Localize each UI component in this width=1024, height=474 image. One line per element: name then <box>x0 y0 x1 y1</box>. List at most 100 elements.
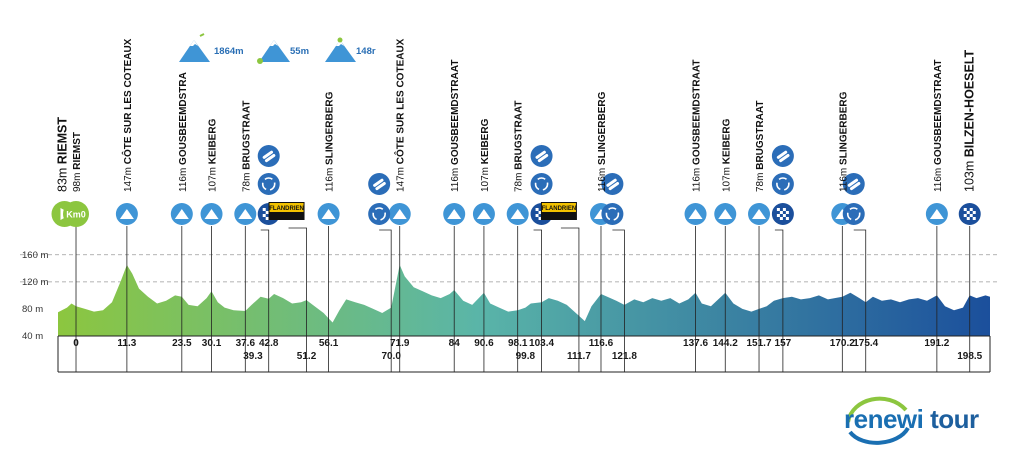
climb-name: GOUSBEEMDSTRAAT <box>933 60 944 165</box>
climb-elevation: 78m <box>514 170 525 192</box>
km0-icon: Km0 <box>63 201 90 227</box>
climb-label: 116m GOUSBEEMDSTRA <box>178 72 189 192</box>
x-tick-labels: 011.323.530.137.642.856.171.98490.698.11… <box>73 338 982 362</box>
marker-icons: Km0 FLANDRIEN FLANDRIEN <box>51 145 981 227</box>
recycle-icon <box>257 173 280 195</box>
km0-text: Km0 <box>66 210 86 220</box>
climb-label: 107m KEIBERG <box>721 118 732 192</box>
climb-elevation: 116m <box>597 165 608 192</box>
mountain-icon <box>170 203 193 225</box>
climb-label: 98m RIEMST <box>72 132 83 192</box>
climb-elevation: 116m <box>325 165 336 192</box>
climb-label: 78m BRUGSTRAAT <box>755 101 766 193</box>
km-label: 99.8 <box>516 351 536 362</box>
mountain-icon <box>388 203 411 225</box>
climb-label: 147m CÔTE SUR LES COTEAUX <box>121 38 134 192</box>
marker-stems <box>75 226 971 372</box>
marker-stem <box>612 229 625 372</box>
feed-icon <box>368 173 391 195</box>
mountain-icon <box>925 203 948 225</box>
elevation-area <box>58 264 990 336</box>
climb-elevation: 116m <box>692 165 703 192</box>
marker-stem <box>533 229 542 372</box>
recycle-icon <box>368 203 391 225</box>
mountain-icon <box>115 203 138 225</box>
km-label: 39.3 <box>243 351 263 362</box>
climb-elevation: 107m <box>208 164 219 192</box>
y-tick-label: 80 m <box>22 304 43 315</box>
climb-label: 78m BRUGSTRAAT <box>514 101 525 193</box>
climb-elevation: 103m <box>963 157 977 192</box>
mountain-flag-icon <box>179 33 210 62</box>
logo-text: renewi tour <box>844 404 979 435</box>
mountain-icon <box>200 203 223 225</box>
marker-stem <box>774 229 784 372</box>
climb-elevation: 78m <box>755 170 766 192</box>
climb-elevation: 107m <box>721 164 732 192</box>
mountain-icon <box>714 203 737 225</box>
mountain-icon <box>506 203 529 225</box>
climb-name: KEIBERG <box>721 118 732 164</box>
climb-name: GOUSBEEMDSTRA <box>178 72 189 165</box>
climb-label: 116m GOUSBEEMDSTRAAT <box>450 60 461 192</box>
climb-name: SLINGERBERG <box>838 91 849 165</box>
recycle-icon <box>601 203 624 225</box>
climb-name: RIEMST <box>56 117 70 165</box>
climb-label: 103m BILZEN-HOESELT <box>963 49 977 192</box>
logo-swoosh-icon <box>846 396 910 445</box>
climb-elevation: 147m <box>396 164 407 192</box>
climb-label: 147m CÔTE SUR LES COTEAUX <box>394 38 407 192</box>
marker-stem <box>560 227 580 372</box>
climb-elevation: 147m <box>123 164 134 192</box>
climb-elevation: 98m <box>72 170 83 192</box>
climb-name: SLINGERBERG <box>597 91 608 165</box>
climb-label: 107m KEIBERG <box>208 118 219 192</box>
climb-name: CÔTE SUR LES COTEAUX <box>121 38 134 164</box>
climb-name: GOUSBEEMDSTRAAT <box>450 60 461 165</box>
brand-logo: renewi tour <box>842 388 1018 448</box>
marker-stem <box>288 227 307 372</box>
mountain-peak-icon <box>325 37 356 62</box>
climb-name: BRUGSTRAAT <box>514 101 525 170</box>
y-tick-labels: 160 m 120 m 80 m 40 m <box>22 250 48 342</box>
mountain-icon <box>317 203 340 225</box>
sponsor-badge: FLANDRIEN <box>540 202 577 220</box>
feed-icon <box>530 145 553 167</box>
climb-label: 116m GOUSBEEMDSTRAAT <box>692 60 703 192</box>
recycle-icon <box>842 203 865 225</box>
climb-elevation: 78m <box>241 170 252 192</box>
climb-name: BRUGSTRAAT <box>241 101 252 170</box>
climb-name: GOUSBEEMDSTRAAT <box>692 60 703 165</box>
climb-label: 107m KEIBERG <box>480 118 491 192</box>
marker-stem <box>853 229 867 372</box>
elevation-profile <box>58 264 990 336</box>
y-tick-label: 160 m <box>22 250 48 261</box>
climb-label: 116m SLINGERBERG <box>597 91 608 192</box>
climb-name: KEIBERG <box>208 118 219 164</box>
mountain-icon <box>234 203 257 225</box>
axes <box>57 335 991 373</box>
climb-name: KEIBERG <box>480 118 491 164</box>
y-tick-label: 120 m <box>22 277 48 288</box>
climb-label: 83m RIEMST <box>56 117 70 192</box>
legend-label: 55m <box>290 46 310 57</box>
marker-stem <box>260 229 270 372</box>
feed-icon <box>842 173 865 195</box>
climb-label: 116m SLINGERBERG <box>838 91 849 192</box>
marker-stem <box>379 229 392 372</box>
climb-elevation: 116m <box>178 165 189 192</box>
climb-name: BILZEN-HOESELT <box>963 49 977 157</box>
y-tick-label: 40 m <box>22 331 43 342</box>
climb-elevation: 116m <box>450 165 461 192</box>
feed-icon <box>257 145 280 167</box>
logo-brand: renewi <box>844 404 924 434</box>
sponsor-text: FLANDRIEN <box>542 206 577 212</box>
legend-label: 148r <box>356 46 376 57</box>
sponsor-text: FLANDRIEN <box>269 206 304 212</box>
mountain-icon <box>472 203 495 225</box>
legend: 1864m 55m 148r <box>176 32 386 68</box>
climb-elevation: 107m <box>480 164 491 192</box>
